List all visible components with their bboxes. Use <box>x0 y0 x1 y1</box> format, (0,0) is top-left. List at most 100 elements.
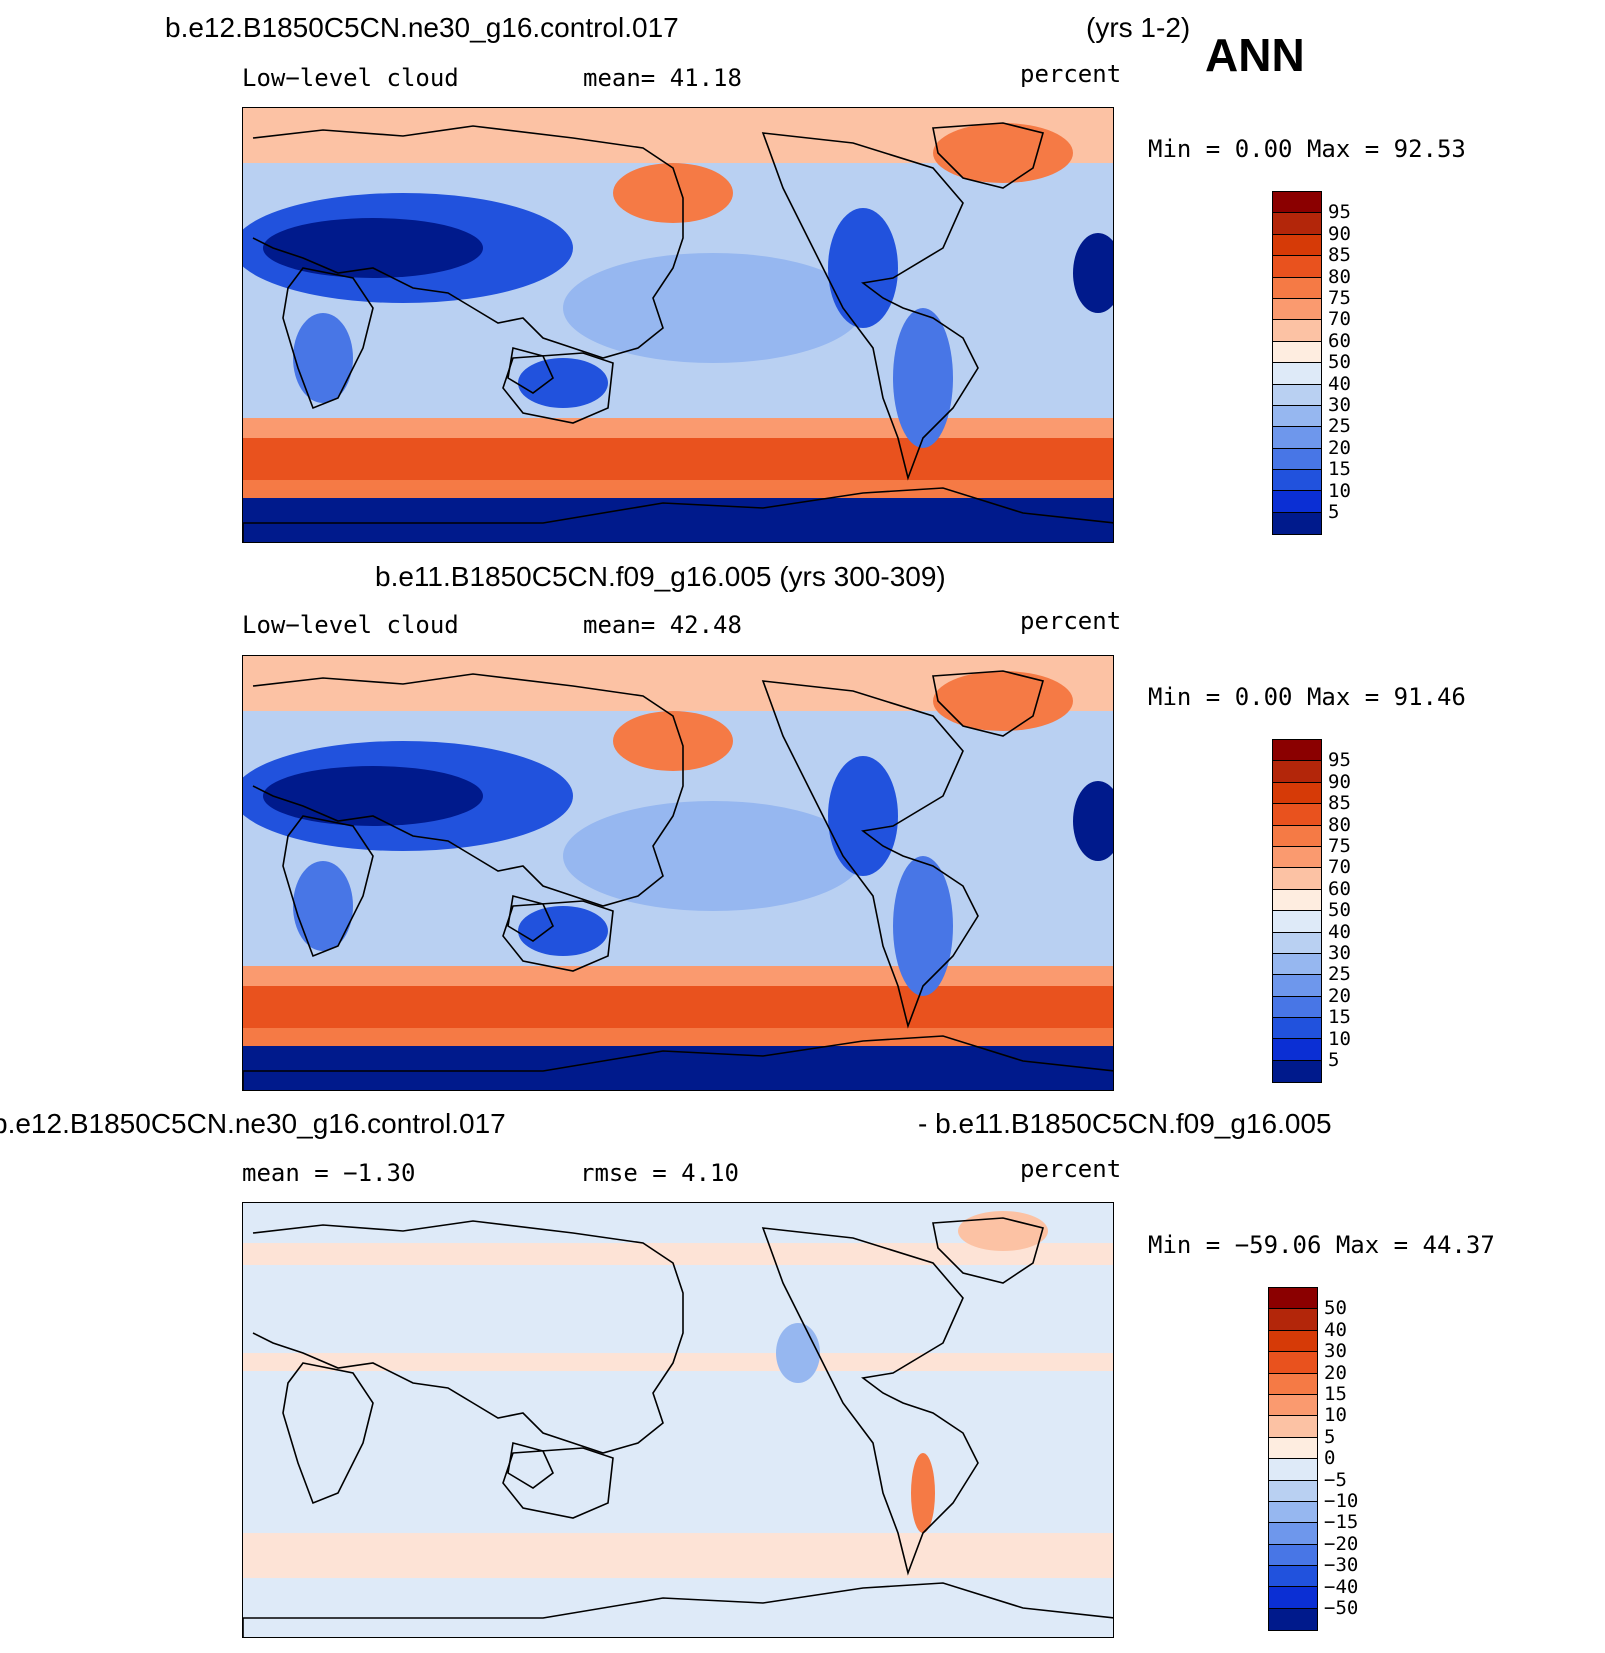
colorbar-swatch <box>1273 761 1321 783</box>
colorbar-tick-label: 15 <box>1328 1006 1351 1029</box>
colorbar-swatch <box>1273 427 1321 449</box>
colorbar-swatch <box>1269 1394 1317 1417</box>
panel1-minmax: Min = 0.00 Max = 92.53 <box>1148 135 1466 163</box>
panel1-variable-label: Low−level cloud <box>242 64 459 92</box>
colorbar-tick-label: 5 <box>1328 501 1340 523</box>
colorbar-swatch <box>1269 1437 1317 1460</box>
colorbar-tick-label: 75 <box>1328 287 1351 309</box>
colorbar-swatch <box>1273 363 1321 385</box>
colorbar-tick-label: 40 <box>1324 1318 1347 1341</box>
panel3-colorbar <box>1268 1287 1318 1632</box>
colorbar-tick-label: 90 <box>1328 770 1351 793</box>
colorbar-swatch <box>1269 1373 1317 1395</box>
colorbar-swatch <box>1273 868 1321 890</box>
colorbar-tick-label: 20 <box>1324 1361 1347 1384</box>
colorbar-swatch <box>1269 1459 1317 1481</box>
colorbar-swatch <box>1273 491 1321 513</box>
panel2-mean-label: mean= 42.48 <box>583 611 742 639</box>
colorbar-tick-label: 85 <box>1328 792 1351 815</box>
colorbar-tick-label: 50 <box>1328 351 1351 374</box>
panel2-title: b.e11.B1850C5CN.f09_g16.005 (yrs 300-309… <box>375 561 946 592</box>
case-title: b.e12.B1850C5CN.ne30_g16.control.017 <box>165 12 679 43</box>
panel1-units: percent <box>1020 60 1122 88</box>
colorbar-swatch <box>1273 975 1321 997</box>
colorbar-swatch <box>1273 234 1321 257</box>
season-label: ANN <box>1205 29 1305 81</box>
colorbar-swatch <box>1273 341 1321 364</box>
colorbar-tick-label: 60 <box>1328 329 1351 352</box>
colorbar-swatch <box>1269 1309 1317 1331</box>
colorbar-tick-label: 70 <box>1328 856 1351 879</box>
colorbar-tick-label: 30 <box>1328 942 1351 964</box>
colorbar-swatch <box>1273 825 1321 847</box>
colorbar-tick-label: 80 <box>1328 265 1351 288</box>
colorbar-swatch <box>1269 1544 1317 1567</box>
colorbar-swatch <box>1269 1480 1317 1502</box>
colorbar-tick-label: 30 <box>1328 394 1351 416</box>
colorbar-tick-label: 80 <box>1328 813 1351 836</box>
colorbar-tick-label: 60 <box>1328 877 1351 900</box>
colorbar-tick-label: 40 <box>1328 372 1351 395</box>
panel3-units: percent <box>1020 1155 1122 1183</box>
colorbar-swatch <box>1269 1288 1317 1310</box>
colorbar-swatch <box>1273 932 1321 954</box>
colorbar-swatch <box>1273 889 1321 912</box>
colorbar-tick-label: 25 <box>1328 963 1351 986</box>
panel2-colorbar <box>1272 739 1322 1084</box>
colorbar-swatch <box>1273 804 1321 826</box>
colorbar-tick-label: 5 <box>1324 1425 1336 1448</box>
colorbar-tick-label: 0 <box>1324 1447 1336 1470</box>
colorbar-tick-label: 15 <box>1328 458 1351 481</box>
colorbar-tick-label: 10 <box>1324 1404 1347 1427</box>
panel2-map <box>242 655 1114 1091</box>
colorbar-swatch <box>1273 911 1321 933</box>
colorbar-tick-label: −10 <box>1324 1490 1359 1512</box>
panel3-title-right: - b.e11.B1850C5CN.f09_g16.005 <box>918 1108 1332 1139</box>
colorbar-tick-label: −40 <box>1324 1575 1359 1598</box>
colorbar-swatch <box>1273 256 1321 278</box>
colorbar-swatch <box>1269 1352 1317 1374</box>
colorbar-swatch <box>1269 1566 1317 1588</box>
panel2-variable-label: Low−level cloud <box>242 611 459 639</box>
colorbar-tick-label: 50 <box>1328 899 1351 922</box>
colorbar-swatch <box>1273 470 1321 492</box>
colorbar-swatch <box>1273 213 1321 235</box>
colorbar-swatch <box>1269 1587 1317 1609</box>
colorbar-swatch <box>1269 1501 1317 1524</box>
panel3-mean-label: mean = −1.30 <box>242 1159 416 1187</box>
panel3-map <box>242 1202 1114 1638</box>
colorbar-swatch <box>1273 512 1321 535</box>
colorbar-swatch <box>1273 740 1321 762</box>
colorbar-tick-label: 85 <box>1328 244 1351 267</box>
colorbar-swatch <box>1273 846 1321 869</box>
colorbar-tick-label: 40 <box>1328 920 1351 943</box>
colorbar-swatch <box>1273 298 1321 321</box>
panel3-title-left: b.e12.B1850C5CN.ne30_g16.control.017 <box>0 1108 506 1139</box>
colorbar-swatch <box>1273 405 1321 428</box>
colorbar-swatch <box>1273 448 1321 471</box>
colorbar-tick-label: 95 <box>1328 201 1351 224</box>
panel1-mean-label: mean= 41.18 <box>583 64 742 92</box>
colorbar-swatch <box>1269 1416 1317 1438</box>
colorbar-swatch <box>1273 1018 1321 1040</box>
colorbar-swatch <box>1273 320 1321 342</box>
colorbar-tick-label: 90 <box>1328 222 1351 245</box>
colorbar-swatch <box>1269 1608 1317 1631</box>
colorbar-tick-label: 75 <box>1328 835 1351 857</box>
colorbar-swatch <box>1273 277 1321 299</box>
colorbar-tick-label: −5 <box>1324 1468 1347 1491</box>
colorbar-swatch <box>1273 782 1321 805</box>
panel1-colorbar <box>1272 191 1322 536</box>
colorbar-tick-label: 10 <box>1328 1027 1351 1050</box>
colorbar-tick-label: −50 <box>1324 1597 1359 1619</box>
panel2-minmax: Min = 0.00 Max = 91.46 <box>1148 683 1466 711</box>
colorbar-tick-label: −15 <box>1324 1511 1359 1534</box>
colorbar-swatch <box>1269 1523 1317 1545</box>
case-years: (yrs 1-2) <box>1086 12 1191 43</box>
colorbar-swatch <box>1269 1330 1317 1353</box>
colorbar-swatch <box>1273 192 1321 214</box>
panel1-map <box>242 107 1114 543</box>
colorbar-tick-label: 15 <box>1324 1383 1347 1405</box>
colorbar-swatch <box>1273 384 1321 406</box>
colorbar-swatch <box>1273 1039 1321 1061</box>
